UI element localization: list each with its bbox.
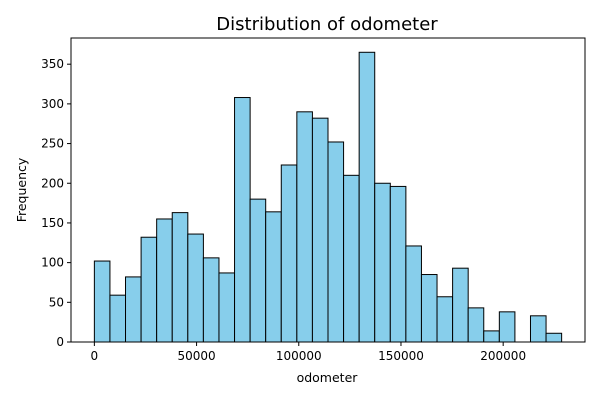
histogram-bar — [280, 164, 298, 343]
histogram-bar — [171, 212, 189, 343]
x-tick-label: 50000 — [177, 349, 215, 363]
y-tick-label: 150 — [41, 216, 64, 230]
histogram-bar — [343, 174, 360, 343]
histogram-bar — [374, 182, 391, 343]
x-tick-label: 0 — [91, 349, 99, 363]
histogram-bar — [109, 294, 127, 343]
y-tick-label: 50 — [49, 295, 64, 309]
histogram-bar — [202, 257, 220, 343]
histogram-bar — [420, 274, 438, 343]
histogram-bar — [249, 198, 267, 343]
histogram-bar — [529, 315, 547, 343]
histogram-bar — [218, 272, 236, 343]
histogram-bar — [311, 117, 329, 343]
histogram-bar — [140, 236, 158, 343]
histogram-bar — [234, 97, 251, 343]
histogram-bar — [187, 233, 204, 343]
histogram-bar — [327, 141, 345, 343]
x-tick-label: 100000 — [276, 349, 322, 363]
y-tick-label: 300 — [41, 97, 64, 111]
histogram-bar — [436, 296, 454, 343]
bars-group — [93, 51, 563, 343]
ticks-group: 0 50000 100000 150000 200000 0 50 100 150 200 250 3… — [41, 57, 526, 363]
histogram-bar — [452, 267, 469, 343]
plot-frame — [70, 37, 586, 343]
y-tick-label: 250 — [41, 137, 64, 151]
histogram-bar — [498, 311, 516, 343]
histogram-bar — [265, 211, 282, 343]
y-axis-label: Frequency — [14, 157, 29, 222]
histogram-bar — [389, 185, 407, 343]
chart-title: Distribution of odometer — [216, 14, 438, 35]
x-axis-label: odometer — [297, 370, 359, 385]
histogram-bar — [125, 276, 142, 343]
histogram-bar — [296, 111, 313, 343]
histogram-bar — [358, 51, 376, 343]
histogram-bar — [405, 245, 422, 343]
histogram-bar — [483, 330, 500, 343]
y-tick-label: 100 — [41, 256, 64, 270]
y-tick-label: 0 — [56, 335, 64, 349]
histogram-bar — [545, 332, 563, 343]
histogram-bar — [467, 307, 485, 343]
histogram-bar — [156, 218, 173, 343]
x-tick-label: 200000 — [480, 349, 526, 363]
y-tick-label: 200 — [41, 176, 64, 190]
histogram-bar — [93, 260, 111, 343]
x-tick-label: 150000 — [378, 349, 424, 363]
y-tick-label: 350 — [41, 57, 64, 71]
